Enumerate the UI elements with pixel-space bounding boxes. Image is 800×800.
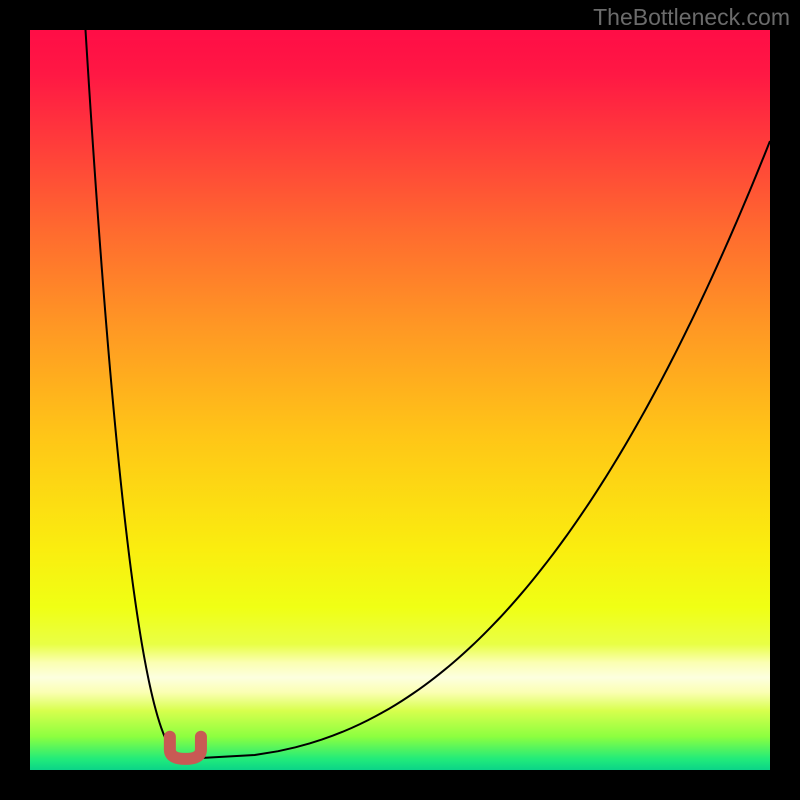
plot-area <box>30 30 770 770</box>
gradient-background <box>30 30 770 770</box>
figure-frame: TheBottleneck.com <box>0 0 800 800</box>
attribution-text: TheBottleneck.com <box>593 4 790 31</box>
bottleneck-chart <box>30 30 770 770</box>
